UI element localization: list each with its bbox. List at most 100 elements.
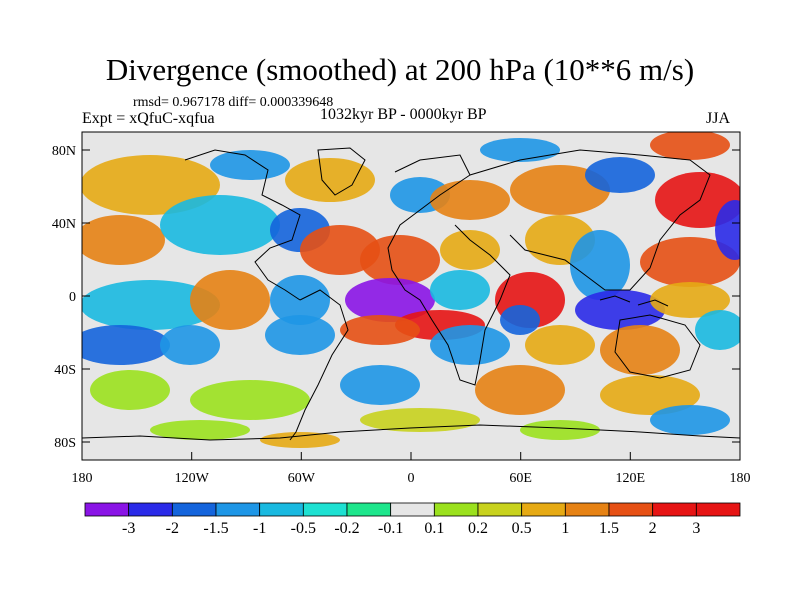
axis-ticks: [81, 149, 741, 460]
y-tick-labels: 80N 40N 0 40S 80S: [52, 144, 76, 451]
contour-region: [500, 305, 540, 335]
contour-region: [345, 278, 435, 322]
experiment-label: Expt = xQfuC-xqfua: [82, 110, 215, 127]
contour-region: [360, 408, 480, 432]
coastlines: [82, 147, 740, 441]
colorbar-box: [564, 502, 610, 517]
contour-region: [715, 200, 740, 260]
contour-region: [82, 155, 220, 215]
period-label: 1032kyr BP - 0000kyr BP: [320, 106, 487, 123]
divergence-field: [82, 132, 740, 460]
contour-region: [160, 195, 280, 255]
contour-region: [510, 165, 610, 215]
colorbar-box: [390, 502, 435, 517]
contour-region: [695, 310, 740, 350]
stats-text: rmsd= 0.967178 diff= 0.000339648: [133, 95, 334, 110]
colorbar-box: [215, 502, 261, 517]
contour-region: [82, 280, 220, 330]
x-tick-label: 180: [730, 471, 751, 486]
coast-north-america: [184, 149, 301, 301]
contour-region: [82, 325, 170, 365]
contour-region: [190, 380, 310, 420]
colorbar-label: -2: [166, 520, 179, 537]
contour-region: [585, 157, 655, 193]
colorbar-box: [477, 502, 523, 517]
contour-region: [190, 270, 270, 330]
colorbar-label: -0.1: [378, 520, 403, 537]
colorbar: [84, 502, 741, 517]
season-label: JJA: [706, 110, 731, 127]
x-tick-label: 0: [408, 471, 415, 486]
colorbar-label: 2: [649, 520, 657, 537]
y-tick-label: 40S: [54, 363, 76, 378]
contour-region: [440, 230, 500, 270]
contour-region: [430, 270, 490, 310]
contour-region: [90, 370, 170, 410]
colorbar-label: -3: [122, 520, 135, 537]
coast-australia: [614, 314, 701, 379]
field-contours: [82, 132, 740, 448]
contour-region: [600, 375, 700, 415]
contour-region: [525, 325, 595, 365]
y-tick-label: 80N: [52, 144, 76, 159]
y-tick-label: 80S: [54, 436, 76, 451]
contour-region: [475, 365, 565, 415]
colorbar-label: 1.5: [599, 520, 619, 537]
colorbar-box: [128, 502, 173, 517]
x-tick-label: 120W: [175, 471, 210, 486]
colorbar-label: -1.5: [203, 520, 228, 537]
contour-region: [650, 282, 730, 318]
contour-region: [650, 405, 730, 435]
contour-region: [640, 237, 740, 287]
x-tick-label: 120E: [616, 471, 646, 486]
colorbar-label: 0.2: [468, 520, 488, 537]
contour-region: [260, 432, 340, 448]
contour-region: [150, 420, 250, 440]
x-tick-label: 180: [72, 471, 93, 486]
colorbar-box: [608, 502, 654, 517]
colorbar-box: [521, 502, 566, 517]
colorbar-box: [84, 502, 130, 517]
coast-indonesia: [599, 295, 669, 307]
colorbar-label: -1: [253, 520, 266, 537]
coast-antarctica: [82, 424, 740, 441]
contour-region: [160, 325, 220, 365]
y-tick-label: 40N: [52, 217, 76, 232]
colorbar-label: 0.5: [512, 520, 532, 537]
contour-region: [82, 215, 165, 265]
coast-asia: [469, 149, 711, 291]
contour-region: [520, 420, 600, 440]
contour-region: [430, 325, 510, 365]
contour-region: [360, 235, 440, 285]
coast-europe-africa: [387, 154, 511, 386]
colorbar-label: 1: [561, 520, 569, 537]
colorbar-box: [695, 502, 741, 517]
x-tick-labels: 180 120W 60W 0 60E 120E 180: [72, 471, 751, 486]
map-title: Divergence (smoothed) at 200 hPa (10**6 …: [105, 52, 695, 87]
contour-region: [480, 138, 560, 162]
colorbar-box: [346, 502, 392, 517]
contour-region: [210, 150, 290, 180]
colorbar-box: [433, 502, 479, 517]
colorbar-label: 3: [692, 520, 700, 537]
colorbar-box: [652, 502, 697, 517]
y-tick-label: 0: [69, 290, 76, 305]
colorbar-labels: -3 -2 -1.5 -1 -0.5 -0.2 -0.1 0.1 0.2 0.5 1 1.5 2 3: [122, 520, 700, 537]
contour-region: [340, 315, 420, 345]
contour-region: [430, 180, 510, 220]
contour-region: [650, 132, 730, 160]
colorbar-box: [171, 502, 217, 517]
contour-region: [575, 290, 665, 330]
contour-region: [285, 158, 375, 202]
contour-region: [265, 315, 335, 355]
colorbar-box: [259, 502, 304, 517]
colorbar-label: -0.2: [334, 520, 359, 537]
x-tick-label: 60W: [288, 471, 316, 486]
x-tick-label: 60E: [509, 471, 532, 486]
coast-greenland: [317, 147, 366, 196]
contour-region: [600, 325, 680, 375]
colorbar-box: [302, 502, 348, 517]
contour-region: [340, 365, 420, 405]
colorbar-label: -0.5: [291, 520, 316, 537]
